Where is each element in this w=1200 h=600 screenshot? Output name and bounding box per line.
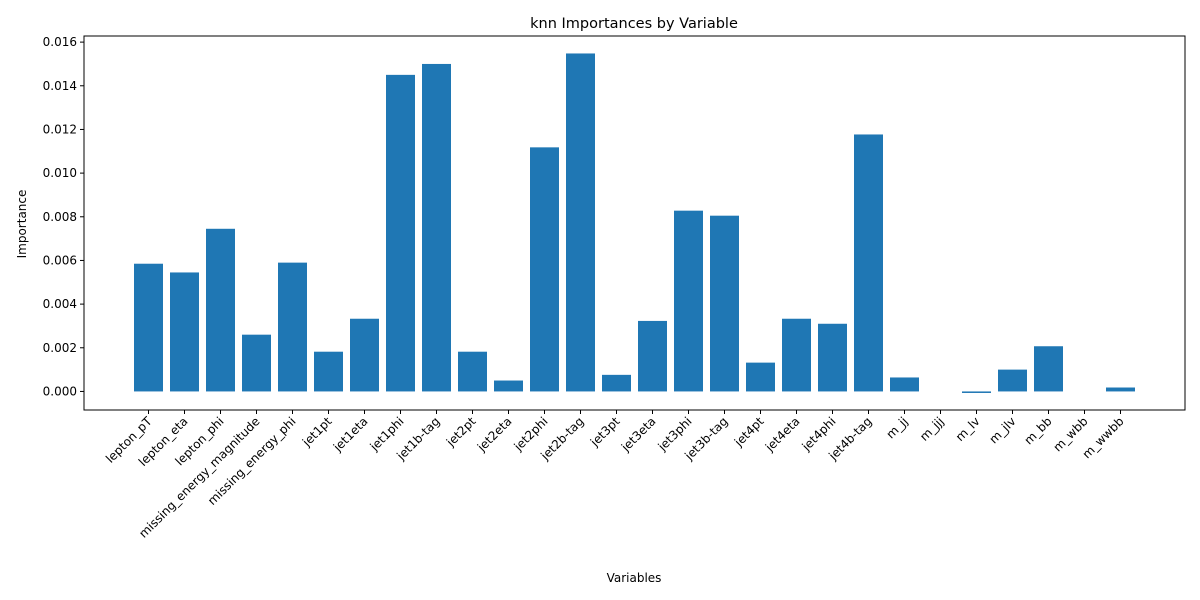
- bar: [206, 228, 235, 392]
- bar: [278, 262, 307, 392]
- x-tick-label: jet1eta: [330, 414, 371, 455]
- bar: [854, 134, 883, 392]
- bar: [134, 263, 163, 392]
- plot-frame: [83, 35, 1186, 411]
- x-tick-label: jet1pt: [299, 414, 335, 450]
- bar: [998, 369, 1027, 392]
- bar: [386, 74, 415, 392]
- bar: [818, 323, 847, 392]
- y-tick-label: 0.004: [43, 297, 77, 311]
- y-tick-label: 0.002: [43, 341, 77, 355]
- y-tick-label: 0.010: [43, 166, 77, 180]
- bar: [890, 377, 919, 392]
- x-tick-label: m_jj: [883, 414, 910, 441]
- y-tick-label: 0.008: [43, 210, 77, 224]
- y-tick-label: 0.012: [43, 122, 77, 136]
- x-tick-label: jet2eta: [474, 414, 515, 455]
- x-tick-label: m_bb: [1021, 414, 1054, 447]
- bar: [242, 334, 271, 392]
- x-tick-label: m_jjj: [917, 414, 946, 443]
- y-axis-label: Importance: [15, 190, 29, 259]
- x-tick-label: jet3pt: [587, 414, 623, 450]
- chart-title: knn Importances by Variable: [530, 16, 738, 32]
- x-tick-label: m_lv: [953, 414, 983, 444]
- y-tick-label: 0.014: [43, 79, 77, 93]
- bar: [710, 215, 739, 392]
- y-axis: 0.000 0.002 0.004 0.006 0.008 0.010 0.012 0.014…: [43, 35, 84, 398]
- y-tick-label: 0.000: [43, 384, 77, 398]
- bar: [458, 351, 487, 392]
- bar: [494, 380, 523, 392]
- bar: [170, 272, 199, 392]
- x-axis-label: Variables: [607, 571, 662, 585]
- x-tick-label: jet3eta: [618, 414, 659, 455]
- x-tick-label: jet2pt: [443, 414, 479, 450]
- y-tick-label: 0.006: [43, 253, 77, 267]
- bar: [314, 351, 343, 392]
- x-tick-label: jet4eta: [762, 414, 803, 455]
- bar: [602, 374, 631, 392]
- bar: [674, 210, 703, 392]
- bar: [530, 147, 559, 392]
- bar: [1034, 346, 1063, 392]
- bar: [638, 320, 667, 392]
- bar: [422, 63, 451, 392]
- x-axis: lepton_pTlepton_etalepton_phimissing_ene…: [103, 410, 1127, 541]
- y-tick-label: 0.016: [43, 35, 77, 49]
- bar: [1106, 387, 1135, 392]
- bar: [782, 318, 811, 392]
- bar: [746, 362, 775, 392]
- bars-group: [134, 53, 1135, 393]
- x-tick-label: jet4pt: [731, 414, 767, 450]
- bar: [566, 53, 595, 392]
- x-tick-label: m_jlv: [986, 414, 1018, 446]
- bar: [350, 318, 379, 392]
- bar: [962, 391, 991, 393]
